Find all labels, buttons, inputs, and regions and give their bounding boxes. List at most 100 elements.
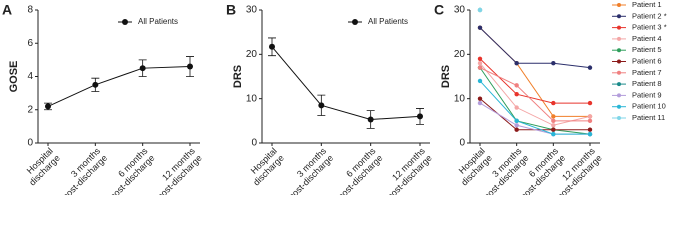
data-point [587, 127, 593, 132]
y-tick-label: 10 [454, 93, 466, 104]
legend-label: Patient 5 [632, 45, 662, 54]
series-line [479, 27, 591, 69]
y-tick-label: 20 [246, 49, 258, 60]
legend-marker [617, 104, 621, 109]
legend-label: Patient 2 * [632, 11, 667, 20]
y-tick-label: 30 [454, 5, 466, 16]
panel: B DRS 0 10 20 30 Hospitaldischarge 3 monthspost… [226, 2, 434, 195]
data-point [477, 56, 483, 61]
legend-marker [617, 82, 621, 87]
data-point [551, 118, 556, 124]
x-tick-label: Hospitaldischarge [452, 146, 494, 188]
data-point [551, 61, 556, 66]
data-point [477, 96, 483, 101]
y-axis-label: GOSE [8, 61, 20, 93]
data-point [551, 114, 556, 119]
legend-label: All Patients [138, 17, 178, 26]
data-point [477, 100, 483, 106]
legend-marker [352, 19, 358, 25]
data-point [477, 25, 483, 30]
y-tick-label: 0 [251, 138, 257, 149]
y-axis-label: DRS [440, 65, 452, 88]
panel: A GOSE 0 2 4 6 8 Hospitaldischarge 3 monthspost-… [2, 2, 204, 195]
legend-marker [617, 25, 621, 30]
legend-marker [617, 59, 621, 64]
series-line [479, 67, 591, 135]
data-point [514, 105, 519, 110]
panel-label: A [2, 2, 12, 18]
series-line [479, 67, 590, 122]
data-point [417, 113, 423, 120]
legend-label: All Patients [368, 17, 408, 26]
data-point [587, 100, 593, 106]
y-axis-label: DRS [232, 65, 244, 88]
x-tick-label: 12 monthspost-discharge [378, 146, 434, 195]
y-tick-label: 0 [459, 138, 465, 149]
legend-label: Patient 11 [632, 113, 665, 122]
data-point [514, 83, 519, 88]
series-line [479, 80, 590, 135]
legend-label: Patient 10 [632, 102, 666, 111]
data-point [269, 43, 275, 50]
data-point [514, 118, 519, 124]
legend-marker [617, 3, 621, 7]
legend-marker [122, 19, 128, 25]
data-point [477, 61, 483, 66]
x-tick-label: 6 monthspost-discharge [101, 146, 157, 195]
legend-label: Patient 7 [632, 68, 662, 77]
data-point [514, 127, 519, 132]
legend-marker [617, 116, 621, 120]
series-line [47, 66, 191, 107]
legend-label: Patient 3 * [632, 23, 667, 32]
legend-marker [617, 48, 621, 53]
data-point [587, 65, 593, 70]
data-point [514, 61, 519, 66]
y-tick-label: 0 [27, 138, 33, 149]
data-point [587, 131, 593, 137]
x-tick-label: 12 monthspost-discharge [148, 146, 204, 195]
panel-label: C [434, 2, 444, 18]
data-point [318, 102, 325, 109]
data-point [514, 123, 519, 128]
data-point [477, 7, 483, 13]
data-point [551, 131, 556, 137]
x-tick-label: 6 monthspost-discharge [329, 146, 385, 195]
x-tick-label: 3 monthspost-discharge [54, 146, 110, 195]
y-tick-label: 2 [27, 104, 33, 115]
legend-label: Patient 4 [632, 34, 662, 43]
legend-label: Patient 8 [632, 79, 662, 88]
data-point [477, 65, 483, 70]
y-tick-label: 10 [246, 93, 258, 104]
data-point [587, 114, 593, 119]
y-tick-label: 4 [27, 71, 33, 82]
y-tick-label: 30 [246, 5, 258, 16]
data-point [187, 63, 193, 70]
data-point [92, 81, 99, 88]
x-tick-label: Hospitaldischarge [20, 146, 62, 188]
legend-marker [617, 14, 621, 19]
legend-label: Patient 6 [632, 56, 662, 65]
series-line [271, 46, 421, 121]
data-point [551, 100, 556, 106]
data-point [477, 78, 483, 84]
data-point [139, 65, 146, 72]
data-point [367, 116, 374, 123]
legend-marker [617, 36, 621, 41]
x-tick-label: Hospitaldischarge [244, 146, 286, 188]
legend-marker [617, 93, 621, 98]
y-tick-label: 20 [454, 49, 466, 60]
y-tick-label: 8 [27, 5, 33, 16]
data-point [551, 123, 556, 128]
legend-marker [617, 70, 621, 75]
data-point [587, 118, 593, 124]
legend-label: Patient 1 [632, 0, 662, 9]
data-point [551, 127, 556, 132]
data-point [45, 103, 51, 110]
panel-label: B [226, 2, 236, 18]
data-point [514, 92, 519, 97]
legend-label: Patient 9 [632, 90, 662, 99]
x-tick-label: 3 monthspost-discharge [280, 146, 336, 195]
y-tick-label: 6 [27, 38, 33, 49]
